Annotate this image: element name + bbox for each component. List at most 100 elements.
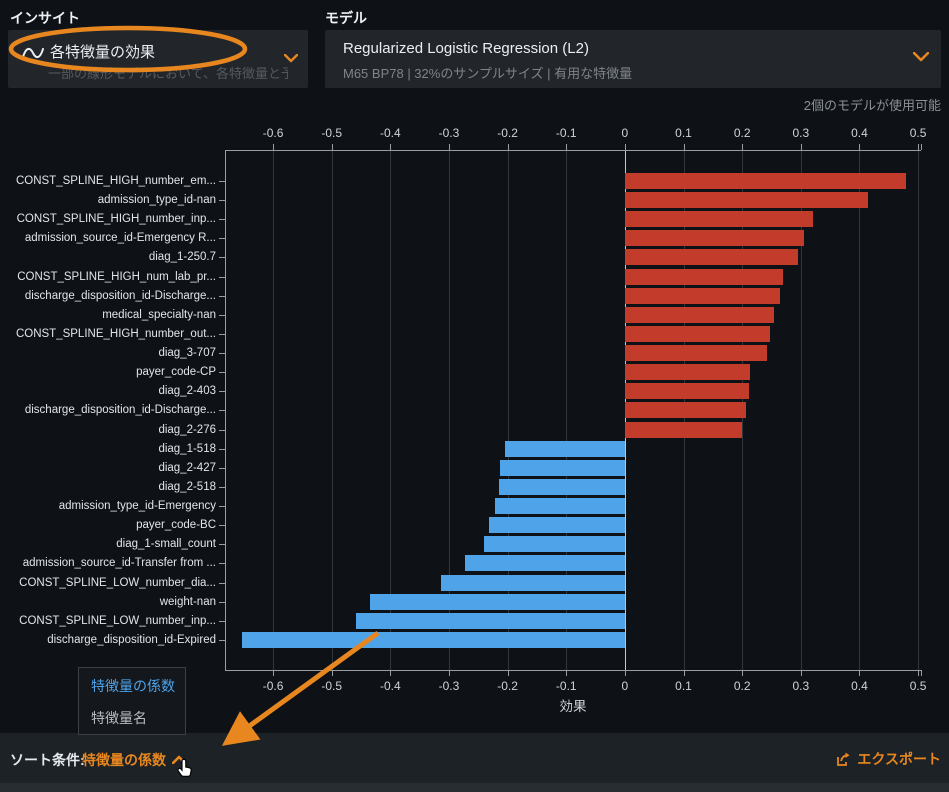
x-axis-title: 効果 xyxy=(559,699,587,714)
feature-effect-bar xyxy=(624,364,750,381)
models-available-note: 2個のモデルが使用可能 xyxy=(803,98,941,113)
category-tick xyxy=(219,257,225,259)
category-label: CONST_SPLINE_HIGH_number_out... xyxy=(15,327,216,340)
gridline xyxy=(331,150,333,670)
sort-by-label: ソート条件: xyxy=(10,752,85,768)
category-tick xyxy=(219,276,225,278)
menu-item-feature-coefficient[interactable]: 特徴量の係数 xyxy=(91,678,175,694)
feature-effect-bar xyxy=(624,345,768,362)
category-label: CONST_SPLINE_HIGH_number_inp... xyxy=(16,213,216,226)
bottom-tick xyxy=(683,670,685,676)
top-tick xyxy=(448,144,450,150)
model-selector[interactable]: Regularized Logistic Regression (L2) M65… xyxy=(325,30,941,88)
model-subtitle: M65 BP78 | 32%のサンプルサイズ | 有用な特徴量 xyxy=(343,66,633,81)
export-label: エクスポート xyxy=(857,751,941,767)
gridline xyxy=(390,150,392,670)
feature-effect-bar xyxy=(624,249,798,266)
category-tick xyxy=(219,563,225,565)
top-tick xyxy=(742,144,744,150)
category-label: admission_type_id-nan xyxy=(97,194,216,207)
bottom-axis-line xyxy=(225,670,921,671)
gridline xyxy=(918,150,920,670)
feature-effect-bar xyxy=(369,593,625,610)
top-axis-tick-label: -0.5 xyxy=(321,126,343,140)
category-label: discharge_disposition_id-Discharge... xyxy=(24,289,216,302)
feature-effect-bar xyxy=(624,173,907,189)
top-tick xyxy=(507,144,509,150)
bottom-axis-tick-label: -0.3 xyxy=(438,679,460,693)
feature-effect-bar xyxy=(499,478,625,495)
category-tick xyxy=(219,219,225,221)
bottom-axis-tick-label: 0.5 xyxy=(909,679,927,693)
category-label: admission_source_id-Transfer from ... xyxy=(22,557,216,570)
export-icon xyxy=(837,752,850,766)
category-tick xyxy=(219,506,225,508)
category-label: diag_1-small_count xyxy=(116,538,216,551)
bottom-strip xyxy=(0,783,949,792)
category-label: medical_specialty-nan xyxy=(102,308,216,321)
category-tick xyxy=(219,372,225,374)
feature-effect-bar xyxy=(499,459,625,476)
category-label: admission_source_id-Emergency R... xyxy=(24,232,216,245)
category-tick xyxy=(219,333,225,335)
feature-effect-bar xyxy=(624,421,743,438)
top-axis-tick-label: -0.4 xyxy=(380,126,401,140)
top-axis-tick-label: -0.6 xyxy=(262,126,284,140)
bottom-axis-tick-label: -0.4 xyxy=(380,679,401,693)
feature-effect-bar xyxy=(488,517,625,534)
category-tick xyxy=(219,429,225,431)
top-tick xyxy=(683,144,685,150)
gridline xyxy=(800,150,802,670)
category-label: weight-nan xyxy=(159,595,216,608)
category-label: discharge_disposition_id-Expired xyxy=(47,633,216,646)
gridline xyxy=(448,150,450,670)
bottom-tick xyxy=(918,670,920,676)
top-axis-line xyxy=(225,150,921,151)
category-tick xyxy=(219,620,225,622)
feature-effect-bar xyxy=(441,574,625,591)
sort-dropdown[interactable]: 特徴量の係数 xyxy=(82,752,166,768)
chevron-down-icon[interactable] xyxy=(913,52,929,62)
category-label: CONST_SPLINE_LOW_number_dia... xyxy=(19,576,216,589)
category-tick xyxy=(219,391,225,393)
export-button[interactable]: エクスポート xyxy=(834,748,941,770)
model-section-label: モデル xyxy=(325,10,367,26)
category-tick xyxy=(219,410,225,412)
category-tick xyxy=(219,544,225,546)
chevron-up-icon[interactable] xyxy=(172,755,186,764)
left-axis-line xyxy=(225,150,226,670)
category-label: diag_1-250.7 xyxy=(148,251,216,264)
category-label: CONST_SPLINE_HIGH_number_em... xyxy=(15,175,216,187)
feature-effect-bar xyxy=(465,555,625,572)
chevron-down-icon[interactable] xyxy=(284,54,298,63)
category-tick xyxy=(219,200,225,202)
feature-effect-bar xyxy=(624,306,775,323)
category-tick xyxy=(219,295,225,297)
menu-item-feature-name[interactable]: 特徴量名 xyxy=(91,710,147,726)
bottom-tick xyxy=(800,670,802,676)
feature-effect-bar xyxy=(624,287,781,304)
top-tick xyxy=(566,144,568,150)
model-selected-label: Regularized Logistic Regression (L2) xyxy=(343,40,589,57)
category-label: payer_code-BC xyxy=(136,519,216,532)
bottom-right-end-tick xyxy=(921,670,922,676)
top-tick xyxy=(918,144,920,150)
gridline xyxy=(859,150,861,670)
category-label: CONST_SPLINE_LOW_number_inp... xyxy=(19,614,216,627)
category-tick xyxy=(219,486,225,488)
insight-section-label: インサイト xyxy=(10,10,80,26)
category-tick xyxy=(219,238,225,240)
bottom-axis-tick-label: 0.2 xyxy=(733,679,751,693)
bottom-axis-tick-label: -0.2 xyxy=(497,679,518,693)
top-axis-tick-label: 0 xyxy=(621,126,629,140)
sort-bar: ソート条件: 特徴量の係数 エクスポート xyxy=(0,733,949,783)
top-axis-tick-label: 0.3 xyxy=(792,126,810,140)
bottom-tick xyxy=(390,670,392,676)
feature-effect-bar xyxy=(624,402,746,419)
category-label: payer_code-CP xyxy=(136,366,216,379)
top-axis-tick-label: 0.2 xyxy=(733,126,751,140)
top-tick xyxy=(800,144,802,150)
bottom-axis-tick-label: 0.1 xyxy=(675,679,692,693)
category-label: diag_2-403 xyxy=(158,385,216,398)
